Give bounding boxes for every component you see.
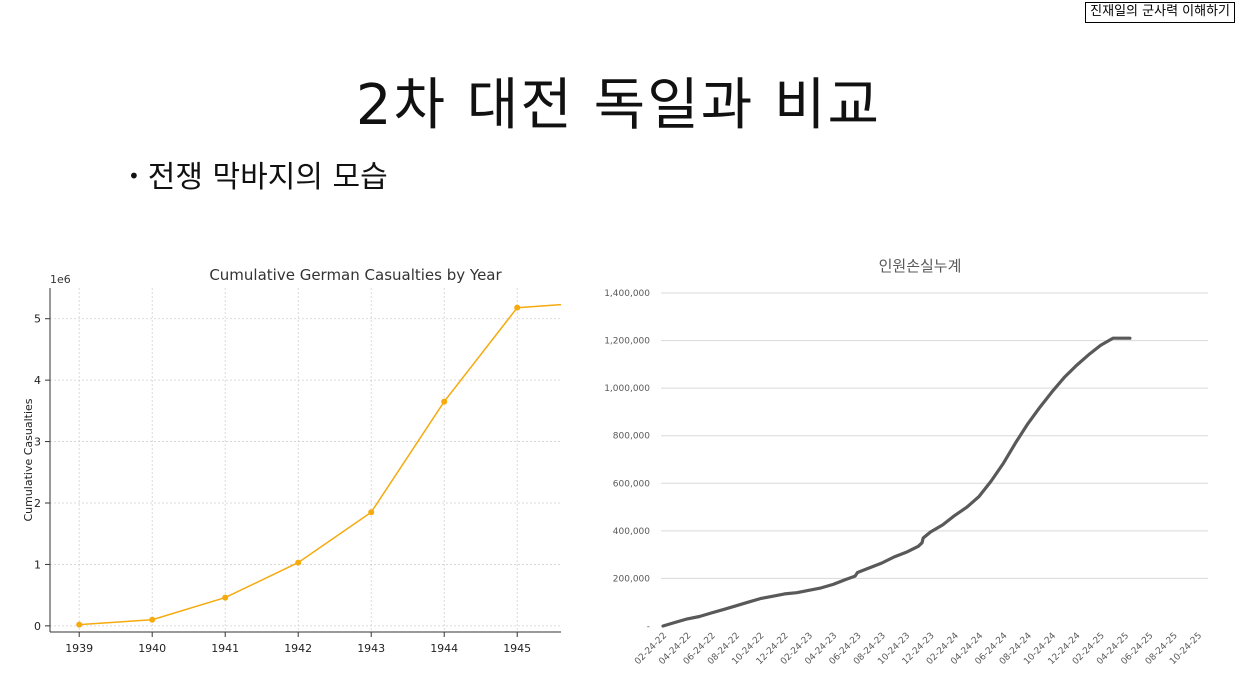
data-point (149, 616, 156, 623)
german-casualties-chart: Cumulative German Casualties by Year 1e6 1… (22, 266, 562, 655)
data-point (441, 398, 448, 405)
y-tick-label: 600,000 (613, 479, 650, 489)
y-tick-label: 3 (34, 436, 41, 449)
y-tick-label: 200,000 (613, 574, 650, 584)
slide-title: 2차 대전 독일과 비교 (355, 73, 882, 138)
y-tick-label: 800,000 (613, 432, 650, 442)
chart-title: 인원손실누계 (879, 257, 962, 275)
x-tick-label: 1942 (284, 642, 312, 655)
y-tick-label: 1,400,000 (604, 289, 650, 299)
x-tick-label: 1940 (138, 642, 166, 655)
data-point (295, 559, 302, 566)
bullet-text: 전쟁 막바지의 모습 (147, 160, 388, 195)
data-point (222, 594, 229, 601)
y-tick-label: 1 (34, 558, 41, 571)
y-tick-label: 4 (34, 374, 41, 387)
data-point (368, 509, 375, 516)
series-line (79, 303, 562, 626)
y-tick-label: - (647, 622, 650, 632)
y-tick-label: 400,000 (613, 527, 650, 537)
y-tick-label: 1,200,000 (604, 337, 650, 347)
data-point (76, 621, 83, 628)
data-point (514, 304, 521, 311)
series-line (661, 336, 1132, 628)
x-tick-label: 1944 (430, 642, 458, 655)
header-badge: 진재일의 군사력 이해하기 (1085, 2, 1235, 23)
x-tick-label: 1941 (211, 642, 239, 655)
y-tick-label: 5 (34, 313, 41, 326)
casualties-cumulative-chart: 인원손실누계 - 200,000 400,000 600,000 800,000 1,000… (604, 257, 1208, 667)
y-axis-label: Cumulative Casualties (22, 398, 35, 521)
y-tick-label: 1,000,000 (604, 384, 650, 394)
x-tick-label: 1939 (65, 642, 93, 655)
bullet-item: • 전쟁 막바지의 모습 (128, 152, 388, 196)
x-tick-label: 1943 (357, 642, 385, 655)
y-tick-label: 0 (34, 620, 41, 633)
x-tick-label: 1945 (503, 642, 531, 655)
y-multiplier-label: 1e6 (50, 273, 71, 286)
bullet-dot-icon: • (128, 164, 140, 188)
y-tick-label: 2 (34, 497, 41, 510)
chart-title: Cumulative German Casualties by Year (209, 266, 502, 284)
